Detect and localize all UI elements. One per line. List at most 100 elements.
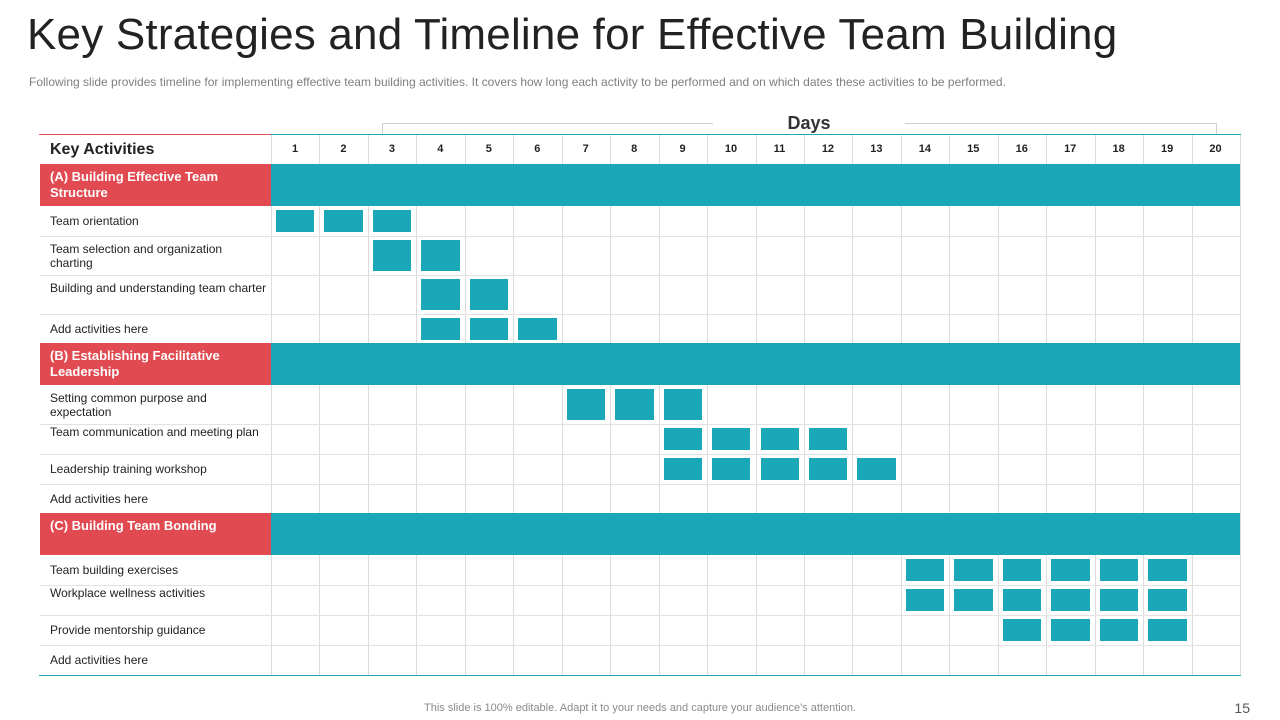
day-number: 16 <box>1015 143 1028 155</box>
day-number: 1 <box>291 143 299 155</box>
group-label: (C) Building Team Bonding <box>40 513 271 555</box>
grid-row-line <box>40 424 1240 425</box>
timeline-block <box>1148 559 1187 581</box>
group-timeline-bar <box>271 513 1240 555</box>
activity-label: Team selection and organization charting <box>50 241 223 270</box>
grid-column-line <box>562 135 563 675</box>
timeline-block <box>663 428 703 450</box>
timeline-block <box>808 458 848 480</box>
activity-label: Add activities here <box>50 492 149 506</box>
grid-column-line <box>1192 135 1193 675</box>
grid-row-line <box>40 484 1240 485</box>
timeline-block <box>324 210 363 232</box>
day-number: 12 <box>821 143 835 155</box>
timeline-block <box>712 428 751 450</box>
day-number: 4 <box>437 143 444 155</box>
timeline-block <box>372 210 412 232</box>
grid-column-line <box>416 135 417 675</box>
group-label: (A) Building Effective Team Structure <box>40 164 271 206</box>
day-number: 6 <box>534 143 541 155</box>
table-bottom-rule <box>39 675 1241 676</box>
timeline-block <box>905 589 945 611</box>
days-bracket-right <box>905 123 1217 134</box>
timeline-block <box>1051 559 1090 581</box>
timeline-block <box>712 458 751 480</box>
day-number: 10 <box>724 143 738 155</box>
group-timeline-bar <box>271 343 1240 385</box>
grid-column-line <box>1240 135 1241 675</box>
grid-row-line <box>40 275 1240 276</box>
activity-label: Workplace wellness activities <box>50 586 206 600</box>
activity-label: Building and understanding team charter <box>50 280 267 295</box>
days-bracket-left <box>382 123 713 134</box>
grid-row-line <box>40 615 1240 616</box>
timeline-block <box>615 389 654 420</box>
day-number: 18 <box>1112 143 1125 155</box>
timeline-block <box>469 279 509 310</box>
activity-label: Add activities here <box>50 322 149 336</box>
timeline-block <box>1051 589 1090 611</box>
grid-row-line <box>40 454 1240 455</box>
timeline-block <box>905 559 945 581</box>
day-number: 15 <box>967 143 980 155</box>
timeline-block <box>1099 619 1139 641</box>
timeline-block <box>1148 589 1187 611</box>
day-number: 17 <box>1064 143 1077 155</box>
day-number: 11 <box>773 143 786 155</box>
grid-column-line <box>465 135 466 675</box>
grid-column-line <box>1046 135 1047 675</box>
grid-column-line <box>513 135 514 675</box>
grid-column-line <box>271 135 272 675</box>
timeline-block <box>1051 619 1090 641</box>
timeline-block <box>276 210 315 232</box>
grid-row-line <box>40 585 1240 586</box>
timeline-block <box>1002 589 1042 611</box>
grid-column-line <box>804 135 805 675</box>
group-label: (B) Establishing Facilitative Leadership <box>40 343 271 385</box>
page-number: 15 <box>1234 700 1250 716</box>
timeline-block <box>421 318 460 340</box>
day-number: 8 <box>631 143 638 155</box>
day-number: 3 <box>388 143 395 155</box>
activity-label: Team orientation <box>50 214 139 228</box>
activity-label: Team communication and meeting plan <box>50 425 259 439</box>
header-rule-red <box>39 134 271 135</box>
timeline-block <box>469 318 509 340</box>
page-title: Key Strategies and Timeline for Effectiv… <box>27 10 1118 59</box>
timeline-block <box>857 458 896 480</box>
footer-note: This slide is 100% editable. Adapt it to… <box>424 702 856 714</box>
timeline-block <box>1002 559 1042 581</box>
page-subtitle: Following slide provides timeline for im… <box>29 75 1006 89</box>
grid-column-line <box>610 135 611 675</box>
timeline-block <box>421 240 460 271</box>
grid-column-line <box>707 135 708 675</box>
timeline-block <box>1002 619 1042 641</box>
grid-row-line <box>40 236 1240 237</box>
timeline-block <box>663 389 703 420</box>
header-rule-teal <box>271 134 1241 135</box>
day-number: 7 <box>582 143 589 155</box>
timeline-block <box>663 458 703 480</box>
group-timeline-bar <box>271 164 1240 206</box>
grid-column-line <box>901 135 902 675</box>
day-number: 14 <box>918 143 931 155</box>
grid-column-line <box>368 135 369 675</box>
day-number: 9 <box>679 143 686 155</box>
day-number: 13 <box>870 143 883 155</box>
timeline-block <box>372 240 412 271</box>
day-number: 20 <box>1209 143 1222 155</box>
activity-label: Provide mentorship guidance <box>50 623 206 637</box>
day-number: 2 <box>340 143 347 155</box>
days-header: Days <box>787 113 831 133</box>
timeline-block <box>760 428 799 450</box>
grid-row-line <box>40 645 1240 646</box>
grid-column-line <box>319 135 320 675</box>
grid-column-line <box>1143 135 1144 675</box>
grid-column-line <box>1095 135 1096 675</box>
timeline-block <box>760 458 799 480</box>
grid-column-line <box>998 135 999 675</box>
timeline-block <box>1148 619 1187 641</box>
day-number: 5 <box>485 143 492 155</box>
timeline-block <box>421 279 460 310</box>
